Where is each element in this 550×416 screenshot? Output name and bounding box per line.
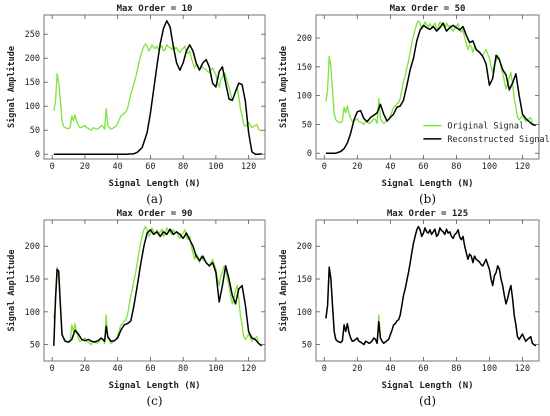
panel-caption: (c) <box>146 394 162 408</box>
plot-frame <box>315 219 540 362</box>
y-tick-label: 150 <box>25 78 40 88</box>
x-tick-label: 20 <box>352 162 362 172</box>
x-tick-label: 0 <box>50 364 55 374</box>
y-tick-label: 100 <box>25 308 40 318</box>
plot-frame <box>43 14 266 160</box>
y-tick-label: 50 <box>30 341 40 351</box>
reconstructed-signal-line <box>53 20 262 155</box>
y-tick-label: 100 <box>297 92 312 102</box>
x-tick-label: 100 <box>482 162 497 172</box>
plot-frame <box>43 219 266 362</box>
chart-title: Max Order = 90 <box>117 209 193 219</box>
y-axis-label: Signal Amplitude <box>278 250 289 332</box>
y-tick-label: 150 <box>297 275 312 285</box>
x-tick-label: 120 <box>515 364 530 374</box>
x-tick-label: 40 <box>113 162 123 172</box>
reconstructed-signal-line <box>325 22 536 154</box>
x-tick-label: 40 <box>385 162 395 172</box>
y-tick-label: 150 <box>297 63 312 73</box>
reconstructed-signal-line <box>325 225 537 347</box>
y-tick-label: 100 <box>297 308 312 318</box>
x-tick-label: 60 <box>418 162 428 172</box>
x-tick-label: 40 <box>113 364 123 374</box>
x-tick-label: 120 <box>515 162 530 172</box>
x-axis-label: Signal Length (N) <box>108 380 200 391</box>
x-tick-label: 60 <box>145 162 155 172</box>
x-tick-label: 120 <box>241 162 256 172</box>
y-axis-label: Signal Amplitude <box>278 46 289 128</box>
x-tick-label: 0 <box>322 364 327 374</box>
chart-title: Max Order = 50 <box>390 4 466 14</box>
panel-caption: (b) <box>419 192 436 206</box>
y-tick-label: 50 <box>30 126 40 136</box>
y-tick-label: 200 <box>25 54 40 64</box>
x-tick-label: 100 <box>208 364 223 374</box>
x-tick-label: 120 <box>241 364 256 374</box>
chart-title: Max Order = 125 <box>387 209 468 219</box>
x-tick-label: 80 <box>178 162 188 172</box>
legend-label: Reconstructed Signal <box>447 135 549 145</box>
legend: Original Signal Reconstructed Signal <box>423 122 550 145</box>
chart-panel-2: Max Order = 50 0 20 40 60 80 100 120 0 50 100 150 20… <box>278 4 550 206</box>
x-axis-label: Signal Length (N) <box>381 380 473 391</box>
x-tick-label: 40 <box>385 364 395 374</box>
y-tick-label: 50 <box>302 341 312 351</box>
plot-frame <box>315 14 540 160</box>
x-tick-label: 0 <box>322 162 327 172</box>
y-tick-label: 0 <box>35 150 40 160</box>
y-tick-label: 150 <box>25 275 40 285</box>
y-axis-label: Signal Amplitude <box>6 250 17 332</box>
x-tick-label: 100 <box>208 162 223 172</box>
y-tick-label: 100 <box>25 102 40 112</box>
x-tick-label: 100 <box>482 364 497 374</box>
x-axis-label: Signal Length (N) <box>381 178 473 189</box>
legend-label: Original Signal <box>447 122 524 132</box>
x-tick-label: 20 <box>80 364 90 374</box>
x-tick-label: 60 <box>418 364 428 374</box>
panel-caption: (d) <box>419 394 436 408</box>
original-signal-line <box>325 225 537 347</box>
y-tick-label: 200 <box>25 242 40 252</box>
x-tick-label: 60 <box>145 364 155 374</box>
y-tick-label: 200 <box>297 242 312 252</box>
x-tick-label: 80 <box>178 364 188 374</box>
x-tick-label: 20 <box>80 162 90 172</box>
x-tick-label: 80 <box>451 364 461 374</box>
y-axis-label: Signal Amplitude <box>6 46 17 128</box>
y-tick-label: 200 <box>297 34 312 44</box>
chart-panel-1: Max Order = 10 0 20 40 60 80 100 120 0 50 100 150 20… <box>6 4 266 206</box>
panel-caption: (a) <box>146 192 163 206</box>
chart-panel-4: Max Order = 125 0 20 40 60 80 100 120 50 100 150 20… <box>278 209 540 408</box>
y-tick-label: 50 <box>302 120 312 130</box>
x-tick-label: 20 <box>352 364 362 374</box>
y-tick-label: 250 <box>25 30 40 40</box>
x-tick-label: 80 <box>451 162 461 172</box>
y-tick-label: 0 <box>307 149 312 159</box>
chart-title: Max Order = 10 <box>117 4 193 14</box>
chart-panel-3: Max Order = 90 0 20 40 60 80 100 120 50 100 150 200… <box>6 209 266 408</box>
x-axis-label: Signal Length (N) <box>108 178 200 189</box>
original-signal-line <box>53 43 263 132</box>
reconstructed-signal-line <box>53 228 263 347</box>
x-tick-label: 0 <box>50 162 55 172</box>
